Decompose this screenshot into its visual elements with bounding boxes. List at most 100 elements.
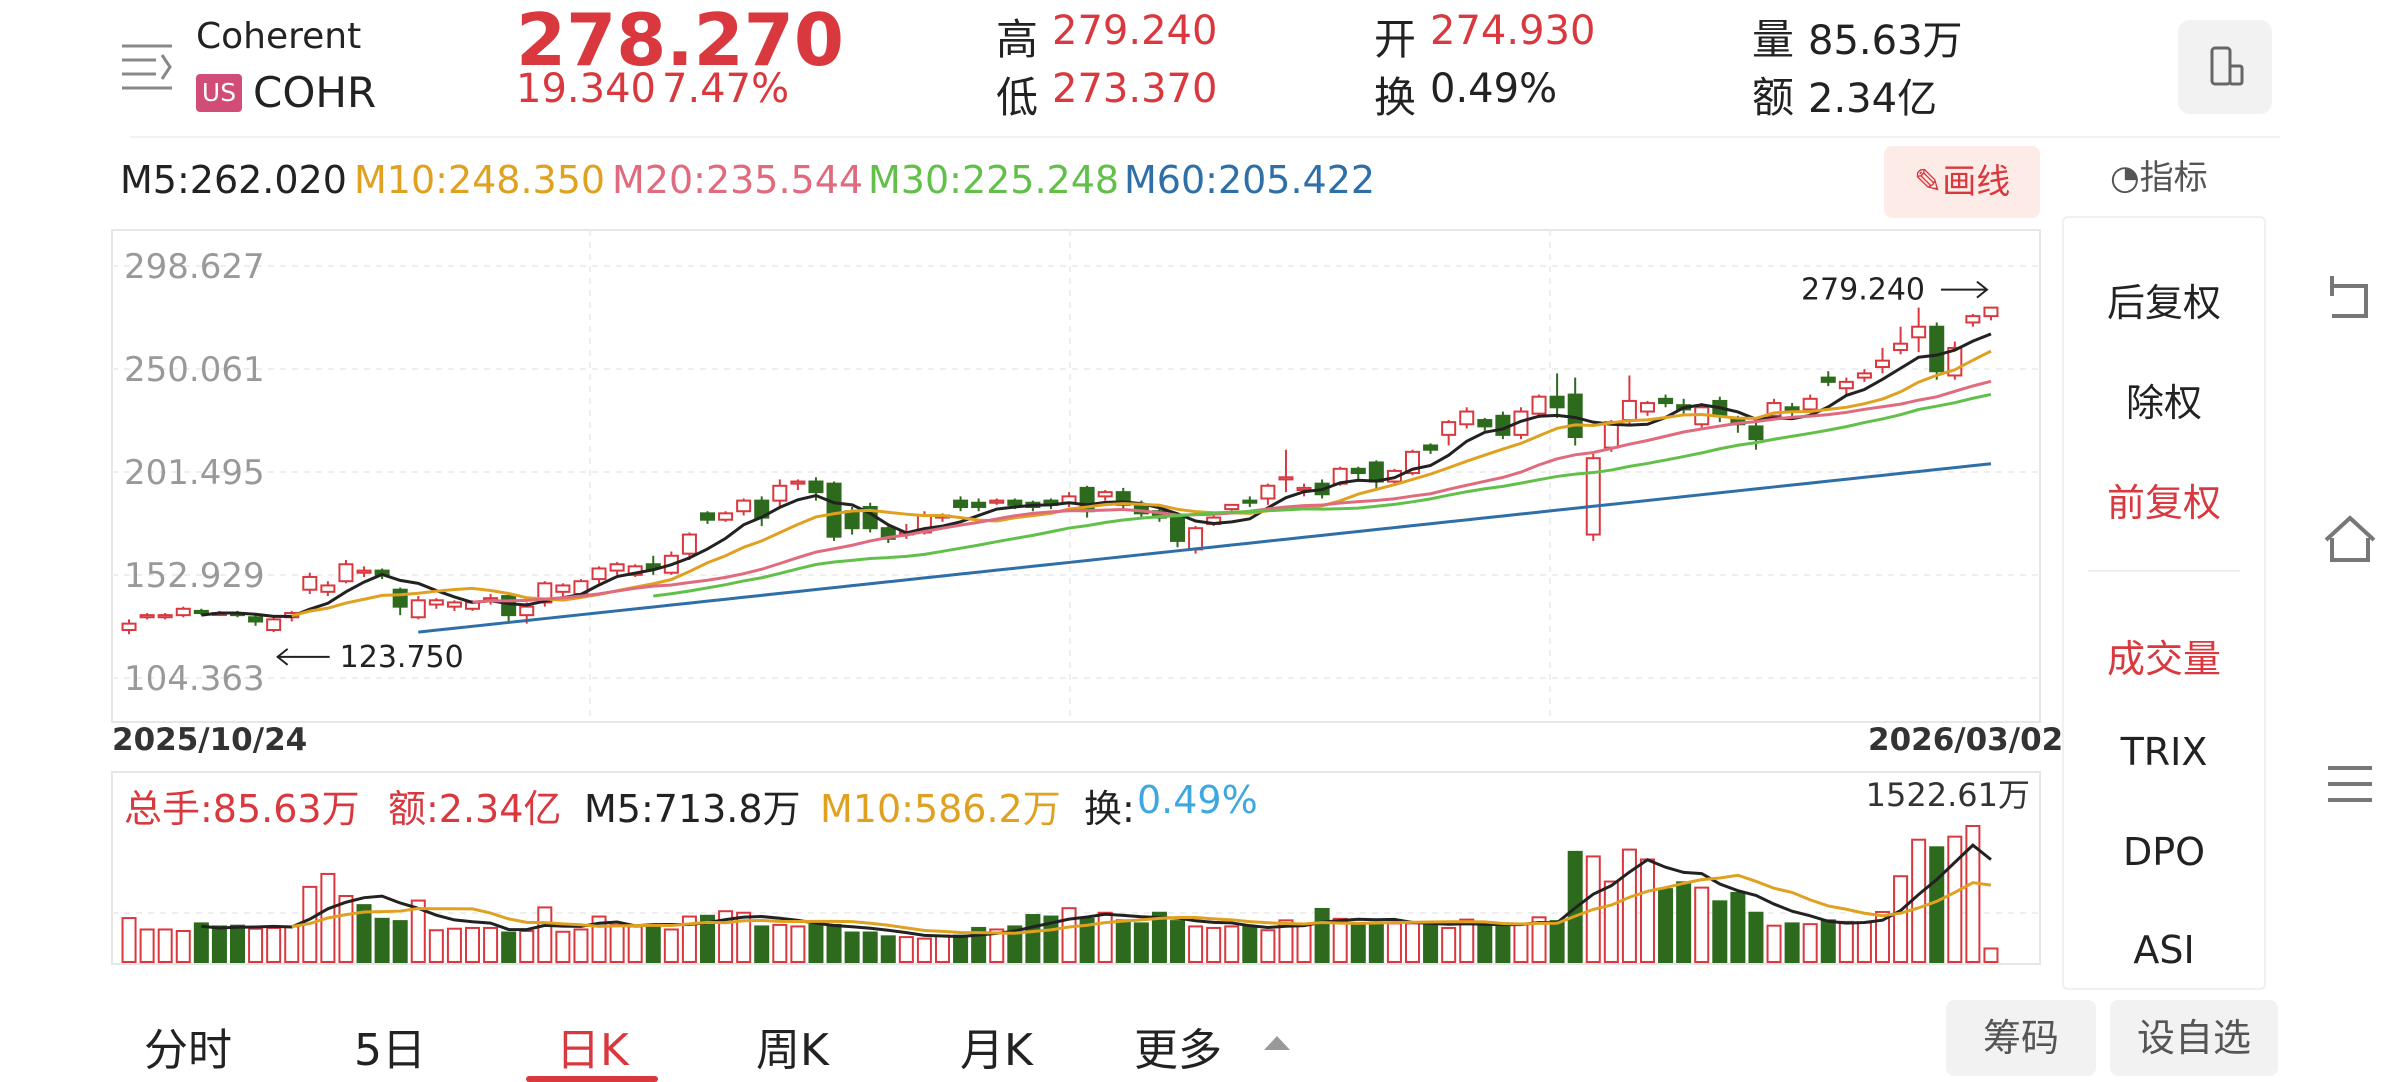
candle-body — [699, 512, 716, 521]
candle-body — [392, 588, 408, 608]
landscape-toggle-button[interactable] — [2178, 20, 2272, 114]
max-price-label: 279.240 — [1801, 273, 1925, 308]
volume-bar — [1694, 886, 1710, 963]
volume-bar — [826, 923, 842, 963]
candle-body — [1097, 491, 1113, 498]
volume-bar — [1965, 825, 1981, 963]
hamburger-icon[interactable] — [2320, 756, 2380, 816]
candle-body — [826, 482, 842, 538]
rp-item-asi[interactable]: ASI — [2133, 928, 2195, 972]
tab-monthly-k[interactable]: 月K — [960, 1025, 1033, 1076]
last-price: 278.270 — [516, 0, 844, 82]
volume-bar — [609, 923, 625, 963]
volume-bar — [1151, 911, 1167, 964]
volume-bar — [1531, 916, 1547, 964]
volume-bar — [211, 925, 227, 963]
low-value: 273.370 — [1052, 66, 1218, 112]
volume-bar — [1513, 923, 1529, 963]
volume-bar — [519, 930, 535, 963]
volume-bar — [501, 931, 517, 964]
volume-bar — [284, 925, 300, 963]
candle-body — [519, 605, 535, 617]
volume-bar — [1730, 891, 1746, 963]
volume-bar — [1260, 929, 1276, 964]
tab-intraday[interactable]: 分时 — [144, 1025, 232, 1076]
volume-bar — [1676, 881, 1692, 963]
ma10-line — [291, 349, 1992, 618]
add-watchlist-button[interactable]: 设自选 — [2110, 1000, 2278, 1076]
candle-body — [1983, 306, 1999, 318]
volume-bar — [736, 911, 752, 964]
kline-chart[interactable]: 298.627 250.061 201.495 152.929 104.363 279.2… — [110, 228, 2042, 724]
volume-bar — [1097, 911, 1113, 964]
tab-5day[interactable]: 5日 — [354, 1025, 426, 1076]
chips-button[interactable]: 筹码 — [1946, 1000, 2096, 1076]
candle-body — [302, 575, 318, 591]
candle-body — [790, 480, 806, 485]
gauge-icon: ◔ — [2110, 158, 2140, 198]
volume-bar — [1188, 925, 1204, 963]
volume-bar — [663, 928, 679, 963]
rp-item-ex-rights[interactable]: 除权 — [2125, 381, 2202, 425]
volume-bar — [266, 926, 282, 964]
menu-icon[interactable] — [118, 40, 176, 90]
volume-bar — [446, 927, 462, 963]
volume-bar — [483, 926, 499, 964]
volume-bar — [1079, 917, 1095, 963]
volume-bar — [555, 930, 571, 963]
volume-bar — [1350, 922, 1366, 964]
tab-weekly-k[interactable]: 周K — [756, 1025, 829, 1076]
candle-body — [1224, 503, 1240, 511]
volume-bar — [229, 924, 246, 964]
volume-bar — [1856, 921, 1872, 963]
back-icon[interactable] — [2320, 270, 2380, 330]
ma60-label: M60:205.422 — [1124, 158, 1376, 202]
price-change: 19.340 — [516, 66, 656, 112]
volume-chart[interactable]: 1522.61万 — [110, 770, 2042, 970]
ma20-label: M20:235.544 — [612, 158, 864, 202]
vol-ma10: M10:586.2万 — [820, 787, 1061, 831]
candle-body — [139, 614, 155, 619]
volume-bar — [1007, 925, 1023, 963]
indicator-button[interactable]: ◔指标 — [2110, 150, 2208, 199]
volume-bar — [880, 935, 896, 963]
volume-bar — [338, 895, 354, 963]
volume-bar — [1224, 925, 1240, 963]
candle-body — [1495, 414, 1511, 436]
volume-bar — [464, 926, 481, 964]
volume-bar — [934, 934, 951, 963]
volume-bar — [1748, 911, 1764, 964]
candle-body — [1585, 457, 1601, 536]
candle-body — [1893, 342, 1909, 352]
volume-max-label: 1522.61万 — [1866, 776, 2030, 814]
rp-item-dpo[interactable]: DPO — [2122, 830, 2206, 874]
volume-bar — [1911, 838, 1927, 963]
amount-value: 2.34亿 — [1808, 76, 1938, 122]
ma-legend: M5:262.020 M10:248.350 M20:235.544 M30:2… — [0, 150, 2400, 210]
tab-more[interactable]: 更多 — [1134, 1025, 1222, 1076]
rp-item-pre-adjust[interactable]: 前复权 — [2106, 481, 2221, 525]
candle-body — [1296, 486, 1312, 492]
open-value: 274.930 — [1430, 8, 1596, 54]
pencil-icon: ✎ — [1913, 162, 1943, 202]
high-value: 279.240 — [1052, 8, 1218, 54]
caret-up-icon[interactable] — [1262, 1034, 1292, 1056]
stock-name: Coherent — [196, 16, 362, 57]
rp-item-volume[interactable]: 成交量 — [2106, 637, 2221, 681]
volume-bar — [1983, 947, 1999, 963]
candle-body — [1802, 397, 1818, 411]
panel-divider — [2088, 570, 2240, 572]
vol-total: 总手:85.63万 — [124, 787, 360, 831]
tab-daily-k[interactable]: 日K — [556, 1025, 629, 1076]
draw-line-button[interactable]: ✎画线 — [1884, 146, 2040, 218]
candle-body — [1260, 484, 1276, 500]
candle-body — [1965, 315, 1981, 324]
volume-ma10-line — [291, 873, 1992, 935]
rp-item-trix[interactable]: TRIX — [2120, 730, 2208, 774]
volume-bar — [1549, 920, 1565, 963]
volume-label: 量 — [1752, 15, 1795, 64]
home-icon[interactable] — [2320, 510, 2380, 570]
min-price-label: 123.750 — [340, 640, 464, 675]
rp-item-post-adjust[interactable]: 后复权 — [2106, 281, 2221, 325]
candle-body — [1820, 376, 1836, 383]
